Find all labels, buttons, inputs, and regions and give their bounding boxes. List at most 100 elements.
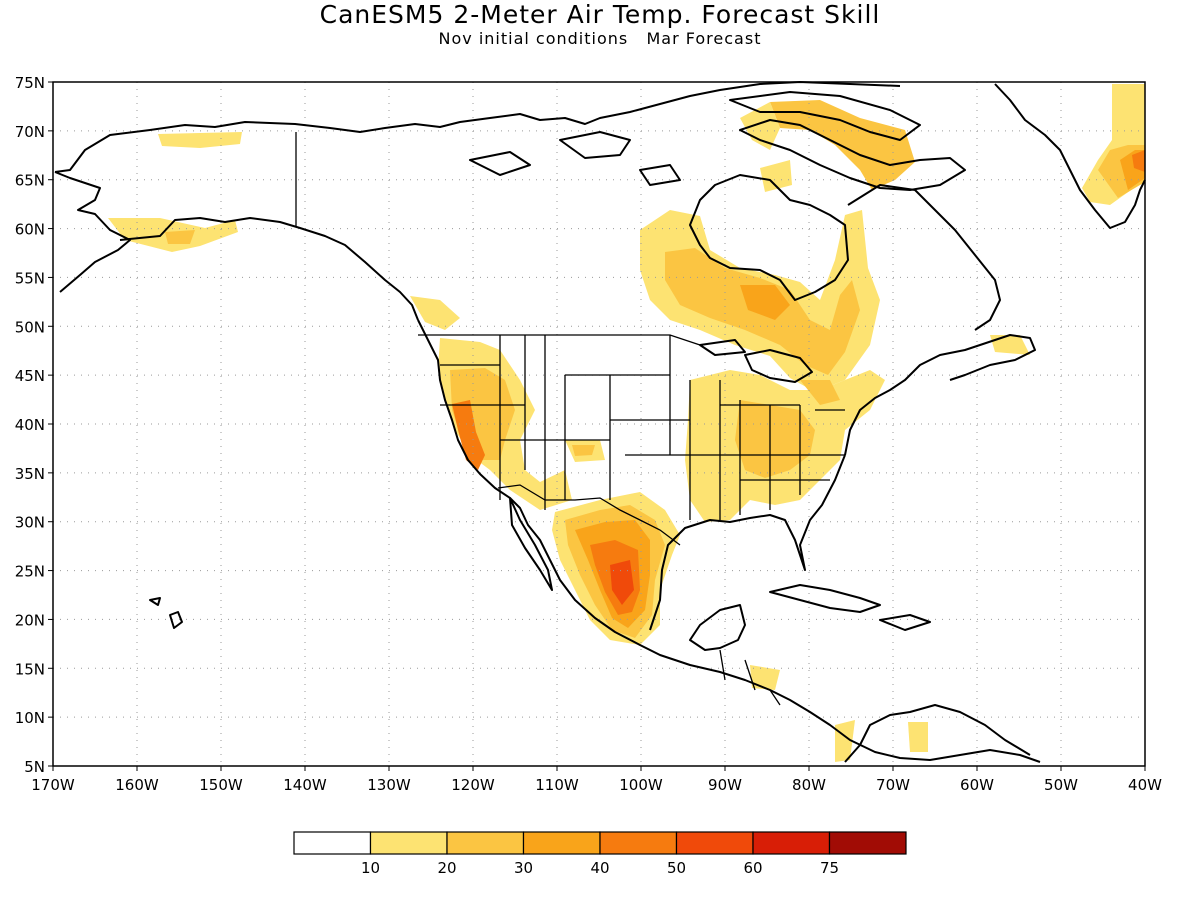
legend-swatch [599,831,678,855]
coastline-arctic-island-1 [559,131,631,159]
legend-swatch [522,831,601,855]
skill-region-nova-scotia [990,335,1030,355]
legend-swatch [828,831,907,855]
skill-region-panama-east [835,720,855,762]
legend-swatch [752,831,831,855]
coastline-us-east [844,334,1036,456]
coastline-hawaii [169,611,183,629]
border-us-states-east-grid [689,380,845,520]
coastline-us-west [417,319,1041,763]
lat-label: 55N [15,269,45,287]
lat-label: 40N [15,416,45,434]
map-title: CanESM5 2-Meter Air Temp. Forecast Skill [319,0,881,29]
lon-label: 110W [535,776,579,794]
skill-region-arctic-fringe [760,160,792,192]
lon-label: 150W [199,776,243,794]
longitude-labels: 170W 160W 150W 140W 130W 120W 110W 100W 90W 80W 70… [31,776,1162,794]
skill-region-ontario-peak [740,285,790,320]
lon-label: 90W [708,776,742,794]
coastline-alaska-south [119,217,419,321]
skill-region-caribbean-small [908,722,928,752]
lon-label: 80W [792,776,826,794]
coastline-south-america-north [844,704,1031,763]
coastline-yucatan [689,604,746,651]
skill-region-california-peak [452,400,485,470]
lat-label: 60N [15,221,45,239]
lon-label: 70W [876,776,910,794]
axis-ticks [48,81,1146,771]
lon-label: 170W [31,776,75,794]
legend-swatch [293,831,372,855]
border-central-america [719,649,781,706]
color-legend: 10 20 30 40 50 60 75 [293,831,907,877]
skill-shading [108,84,1145,762]
lat-label: 70N [15,123,45,141]
coastline-baja [509,497,553,591]
skill-region-alaska-north [158,132,242,148]
lon-label: 160W [115,776,159,794]
skill-region-arctic-north [770,100,915,190]
map-subtitle: Nov initial conditions Mar Forecast [438,29,762,48]
lat-label: 15N [15,660,45,678]
coastline-hudson-bay [689,174,849,301]
latitude-labels: 75N 70N 65N 60N 55N 50N 45N 40N 35N 30N 25N 20N 15N 1… [15,74,45,776]
legend-swatch [446,831,525,855]
border-us-states-west-grid [440,335,691,520]
coastline-arctic-island-2 [469,151,531,176]
lat-label: 10N [15,709,45,727]
coastline-lake-superior [699,339,746,356]
skill-region-central-america [750,665,780,690]
legend-label: 60 [743,859,762,877]
border-us-canada [418,334,701,346]
skill-region-greenland-peak [1132,150,1145,172]
lat-label: 5N [24,758,45,776]
skill-region-mexico-peak [610,560,634,605]
lat-label: 20N [15,611,45,629]
coastline-alaska-arctic [54,81,901,173]
coastline-baffin-island [739,119,966,191]
coastlines [54,81,1146,763]
coastline-labrador [847,184,1001,331]
coastline-great-lakes [744,349,813,383]
lon-label: 120W [451,776,495,794]
border-us-mexico [497,484,681,546]
lat-label: 75N [15,74,45,92]
legend-swatch [369,831,448,855]
lon-label: 140W [283,776,327,794]
legend-label: 30 [514,859,533,877]
lon-label: 40W [1128,776,1162,794]
coastline-ellesmere-island [729,91,921,141]
skill-region-eastern-us-core [735,400,815,478]
legend-label: 50 [667,859,686,877]
graticule-grid [53,82,1145,766]
coastline-hawaii-island-2 [149,597,161,606]
lat-label: 25N [15,563,45,581]
skill-region-arctic-north-light [740,102,780,150]
coastline-hispaniola [879,614,931,631]
coastline-alaska-west [54,171,131,293]
lat-label: 45N [15,367,45,385]
lon-label: 60W [960,776,994,794]
skill-region-southwest-blob-core [572,445,595,456]
lon-label: 130W [367,776,411,794]
lat-label: 50N [15,318,45,336]
lat-label: 30N [15,514,45,532]
lat-label: 65N [15,172,45,190]
skill-region-bc-coast [410,296,460,330]
coastline-arctic-island-3 [639,164,681,186]
coastline-cuba [769,584,881,613]
lat-label: 35N [15,465,45,483]
legend-label: 75 [820,859,839,877]
legend-swatch [675,831,754,855]
coastline-greenland [994,83,1146,229]
legend-label: 20 [437,859,456,877]
lon-label: 100W [619,776,663,794]
lon-label: 50W [1044,776,1078,794]
legend-label: 10 [361,859,380,877]
legend-label: 40 [590,859,609,877]
skill-region-alaska-south-inner [165,230,195,244]
political-borders [295,132,845,706]
skill-region-great-lakes [800,380,840,405]
coastline-gulf-of-mexico [649,454,846,631]
